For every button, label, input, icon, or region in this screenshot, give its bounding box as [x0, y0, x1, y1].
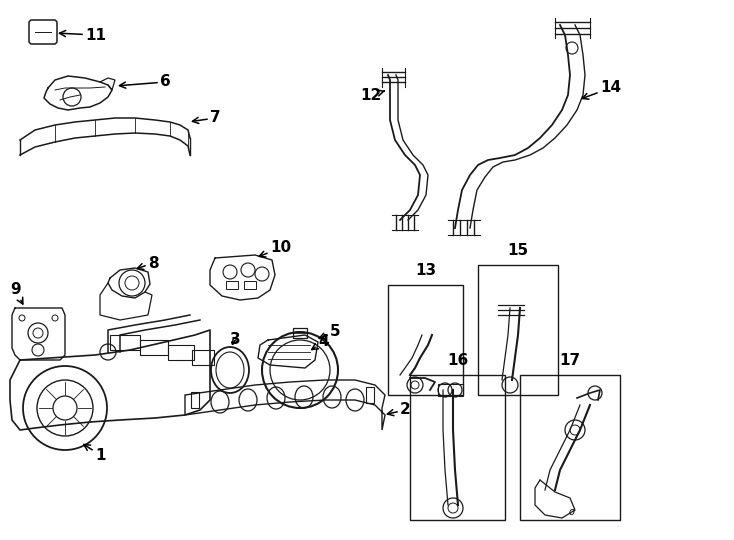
- Text: 10: 10: [259, 240, 291, 257]
- Text: 12: 12: [360, 87, 385, 103]
- Bar: [520, 375, 620, 520]
- Text: 3: 3: [230, 333, 241, 348]
- Text: 6: 6: [120, 75, 171, 90]
- Text: 7: 7: [192, 111, 221, 125]
- Bar: [438, 384, 463, 396]
- Bar: [244, 281, 256, 289]
- Bar: [388, 285, 463, 395]
- Text: 9: 9: [10, 282, 23, 304]
- Text: 5: 5: [319, 325, 341, 340]
- Text: 17: 17: [559, 353, 581, 368]
- Bar: [366, 387, 374, 403]
- Bar: [410, 375, 505, 520]
- Bar: [478, 265, 558, 395]
- Bar: [226, 281, 238, 289]
- Text: 16: 16: [448, 353, 468, 368]
- Text: 13: 13: [415, 263, 437, 278]
- Text: 1: 1: [84, 444, 106, 462]
- Text: 15: 15: [507, 243, 528, 258]
- Bar: [293, 328, 307, 338]
- Bar: [140, 340, 168, 355]
- Text: 4: 4: [312, 334, 329, 349]
- Text: 2: 2: [388, 402, 411, 417]
- Text: o: o: [569, 507, 575, 517]
- Bar: [168, 345, 194, 360]
- Bar: [192, 350, 214, 365]
- Text: 8: 8: [137, 255, 159, 271]
- Bar: [110, 335, 140, 350]
- Text: 14: 14: [582, 80, 621, 99]
- Text: 11: 11: [59, 28, 106, 43]
- Bar: [191, 392, 199, 408]
